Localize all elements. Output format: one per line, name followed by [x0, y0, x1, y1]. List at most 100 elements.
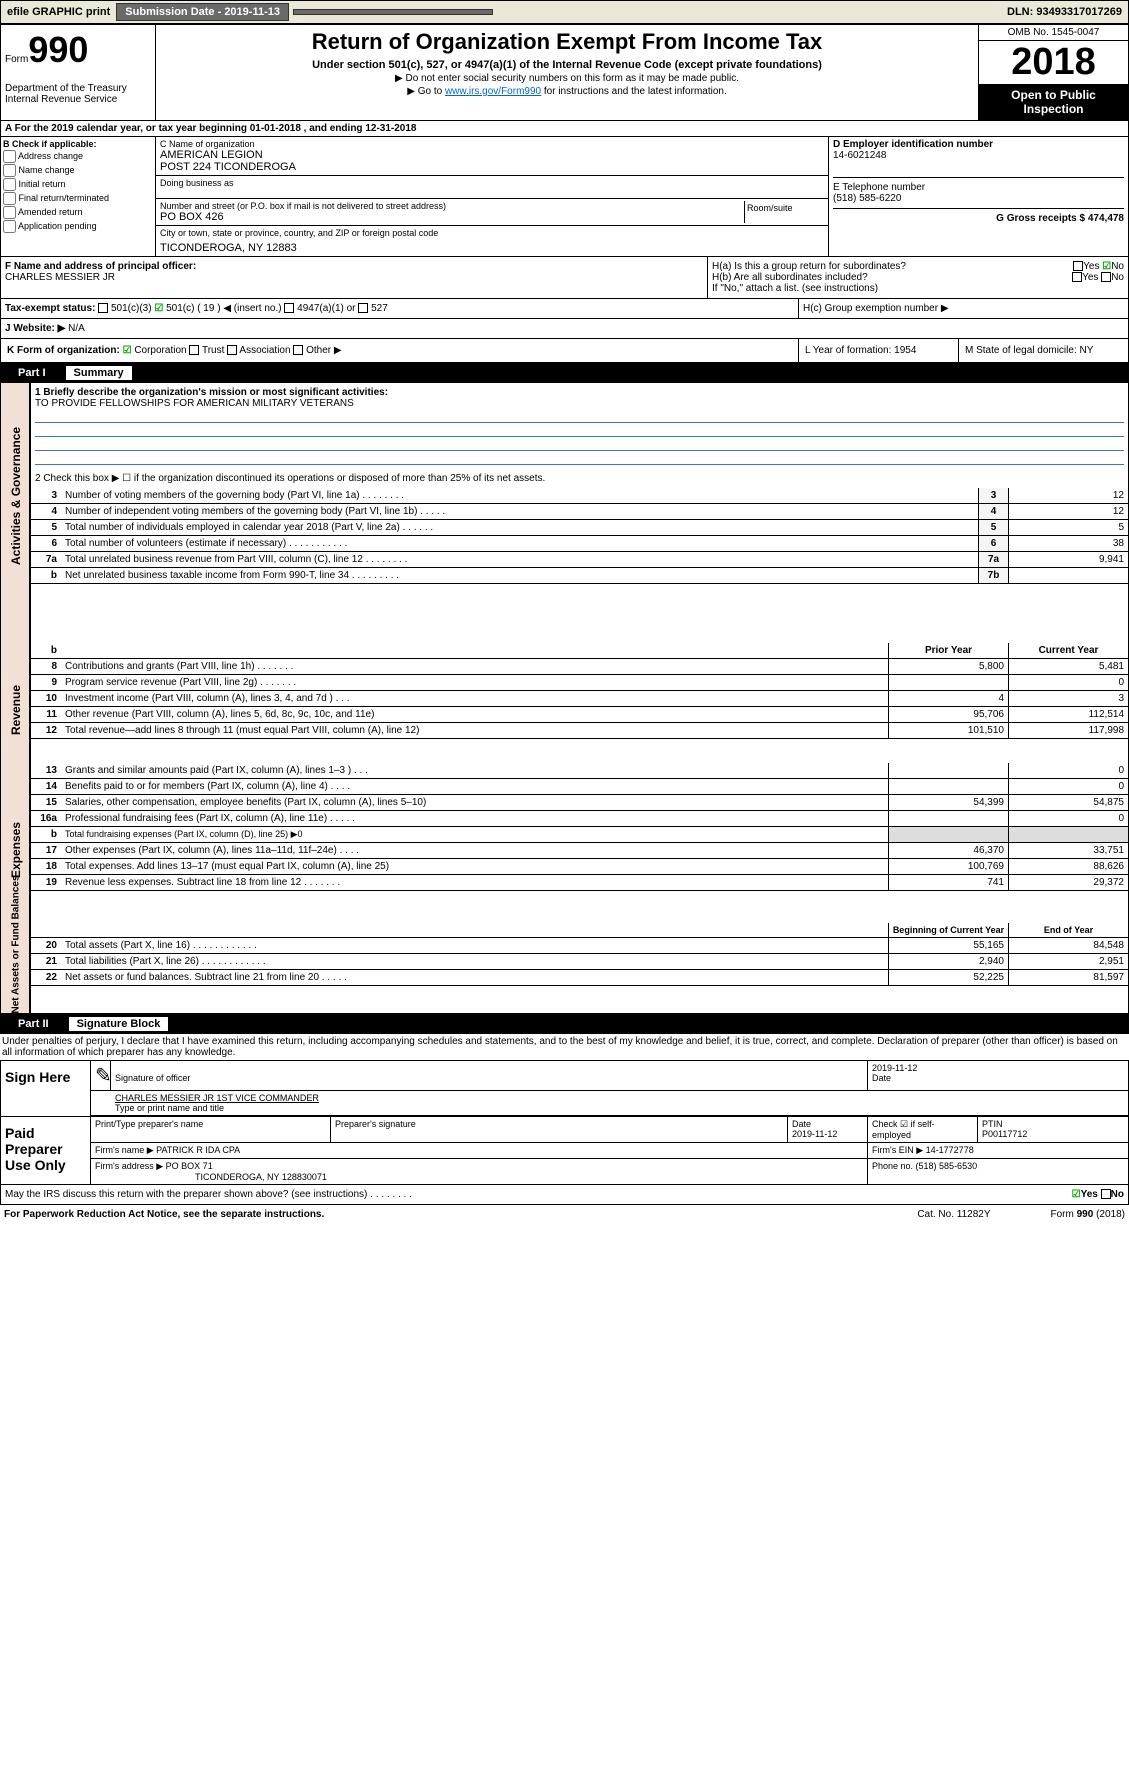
- check-initial[interactable]: Initial return: [3, 178, 153, 191]
- sign-here-label: Sign Here: [1, 1061, 91, 1116]
- form-subtitle: Under section 501(c), 527, or 4947(a)(1)…: [160, 59, 974, 71]
- pen-icon: ✎: [91, 1061, 111, 1090]
- paperwork-notice: For Paperwork Reduction Act Notice, see …: [4, 1209, 324, 1220]
- check-4947[interactable]: [284, 303, 294, 313]
- submission-date-button[interactable]: Submission Date - 2019-11-13: [116, 3, 289, 21]
- website-row: J Website: ▶ N/A: [0, 319, 1129, 339]
- governance-section: Activities & Governance 1 Briefly descri…: [0, 383, 1129, 643]
- table-row: 11Other revenue (Part VIII, column (A), …: [31, 707, 1128, 723]
- form-header: Form990 Department of the Treasury Inter…: [0, 24, 1129, 121]
- cat-number: Cat. No. 11282Y: [917, 1209, 990, 1220]
- table-row: 15Salaries, other compensation, employee…: [31, 795, 1128, 811]
- check-pending[interactable]: Application pending: [3, 220, 153, 233]
- tax-year: 2018: [979, 41, 1128, 84]
- page-footer: For Paperwork Reduction Act Notice, see …: [0, 1205, 1129, 1224]
- sign-here-section: Sign Here ✎ Signature of officer 2019-11…: [0, 1060, 1129, 1117]
- ein-value: 14-6021248: [833, 150, 886, 161]
- efile-label: efile GRAPHIC print: [3, 6, 114, 18]
- gross-receipts: G Gross receipts $ 474,478: [996, 213, 1124, 224]
- dln-label: DLN: 93493317017269: [1003, 6, 1126, 18]
- dba-label: Doing business as: [156, 176, 828, 199]
- table-row: 19Revenue less expenses. Subtract line 1…: [31, 875, 1128, 891]
- k-l-m-row: K Form of organization: ☑ Corporation Tr…: [0, 339, 1129, 363]
- check-501c-icon: ☑: [154, 303, 163, 314]
- room-label: Room/suite: [744, 201, 824, 223]
- prep-name-label: Print/Type preparer's name: [91, 1117, 331, 1142]
- note-ssn: ▶ Do not enter social security numbers o…: [160, 73, 974, 84]
- header-right: OMB No. 1545-0047 2018 Open to Public In…: [978, 25, 1128, 120]
- check-amended[interactable]: Amended return: [3, 206, 153, 219]
- table-row: 4Number of independent voting members of…: [31, 504, 1128, 520]
- section-b-to-g: B Check if applicable: Address change Na…: [0, 137, 1129, 257]
- subordinates-q: H(b) Are all subordinates included? Yes …: [712, 272, 1124, 283]
- table-row: 10Investment income (Part VIII, column (…: [31, 691, 1128, 707]
- tax-year-row: A For the 2019 calendar year, or tax yea…: [0, 121, 1129, 137]
- perjury-statement: Under penalties of perjury, I declare th…: [0, 1034, 1129, 1060]
- table-row: 20Total assets (Part X, line 16) . . . .…: [31, 938, 1128, 954]
- check-527[interactable]: [358, 303, 368, 313]
- table-row: 18Total expenses. Add lines 13–17 (must …: [31, 859, 1128, 875]
- vtab-expenses: Expenses: [9, 820, 23, 880]
- city-label: City or town, state or province, country…: [156, 226, 828, 240]
- year-formation: L Year of formation: 1954: [798, 339, 958, 362]
- phone-value: (518) 585-6220: [833, 193, 901, 204]
- paid-preparer-section: Paid Preparer Use Only Print/Type prepar…: [0, 1117, 1129, 1185]
- table-row: bNet unrelated business taxable income f…: [31, 568, 1128, 584]
- check-name[interactable]: Name change: [3, 164, 153, 177]
- table-row: 13Grants and similar amounts paid (Part …: [31, 763, 1128, 779]
- table-row: 9Program service revenue (Part VIII, lin…: [31, 675, 1128, 691]
- q1-label: 1 Briefly describe the organization's mi…: [35, 387, 388, 398]
- form-footer: Form 990 (2018): [1051, 1209, 1125, 1220]
- header-center: Return of Organization Exempt From Incom…: [156, 25, 978, 120]
- header-left: Form990 Department of the Treasury Inter…: [1, 25, 156, 120]
- form-label: Form: [5, 54, 28, 65]
- vtab-governance: Activities & Governance: [9, 475, 23, 565]
- vtab-revenue: Revenue: [9, 685, 23, 735]
- part-2-header: Part II Signature Block: [0, 1014, 1129, 1034]
- department-label: Department of the Treasury Internal Reve…: [5, 83, 151, 105]
- open-public: Open to Public Inspection: [979, 84, 1128, 120]
- table-row: 5Total number of individuals employed in…: [31, 520, 1128, 536]
- tax-exempt-row: Tax-exempt status: 501(c)(3) ☑ 501(c) ( …: [0, 299, 1129, 319]
- city-value: TICONDEROGA, NY 12883: [156, 240, 828, 256]
- name-label: C Name of organization: [160, 139, 824, 149]
- tax-exempt-label: Tax-exempt status:: [5, 303, 95, 314]
- table-row: 14Benefits paid to or for members (Part …: [31, 779, 1128, 795]
- phone-label: E Telephone number: [833, 182, 925, 193]
- line-b: b: [31, 643, 61, 658]
- note-link: ▶ Go to www.irs.gov/Form990 for instruct…: [160, 86, 974, 97]
- end-year-header: End of Year: [1008, 923, 1128, 937]
- org-name: AMERICAN LEGION POST 224 TICONDEROGA: [160, 149, 824, 173]
- officer-label: F Name and address of principal officer:: [5, 261, 196, 272]
- table-row: 3Number of voting members of the governi…: [31, 488, 1128, 504]
- table-row: 17Other expenses (Part IX, column (A), l…: [31, 843, 1128, 859]
- omb-number: OMB No. 1545-0047: [979, 25, 1128, 41]
- table-row: 8Contributions and grants (Part VIII, li…: [31, 659, 1128, 675]
- group-return-q: H(a) Is this a group return for subordin…: [712, 261, 1124, 272]
- check-address[interactable]: Address change: [3, 150, 153, 163]
- officer-name: CHARLES MESSIER JR: [5, 272, 115, 283]
- table-row: 16aProfessional fundraising fees (Part I…: [31, 811, 1128, 827]
- section-f-h: F Name and address of principal officer:…: [0, 257, 1129, 299]
- check-self-employed[interactable]: Check ☑ if self-employed: [868, 1117, 978, 1142]
- q2-label: 2 Check this box ▶ ☐ if the organization…: [31, 469, 1128, 488]
- current-year-header: Current Year: [1008, 643, 1128, 658]
- addr-value: PO BOX 426: [160, 211, 744, 223]
- org-name-address: C Name of organization AMERICAN LEGION P…: [156, 137, 828, 256]
- check-final[interactable]: Final return/terminated: [3, 192, 153, 205]
- table-row: 21Total liabilities (Part X, line 26) . …: [31, 954, 1128, 970]
- discuss-row: May the IRS discuss this return with the…: [0, 1185, 1129, 1205]
- table-row: 22Net assets or fund balances. Subtract …: [31, 970, 1128, 986]
- group-exemption: H(c) Group exemption number ▶: [798, 299, 1128, 318]
- prep-sig-label: Preparer's signature: [331, 1117, 788, 1142]
- col-d-e-g: D Employer identification number 14-6021…: [828, 137, 1128, 256]
- blank-button[interactable]: [293, 9, 493, 15]
- check-501c3[interactable]: [98, 303, 108, 313]
- form-number: 990: [28, 29, 88, 70]
- attach-note: If "No," attach a list. (see instruction…: [712, 283, 1124, 294]
- ein-label: D Employer identification number: [833, 139, 993, 150]
- state-domicile: M State of legal domicile: NY: [958, 339, 1128, 362]
- top-bar: efile GRAPHIC print Submission Date - 20…: [0, 0, 1129, 24]
- irs-link[interactable]: www.irs.gov/Form990: [445, 86, 541, 97]
- prior-year-header: Prior Year: [888, 643, 1008, 658]
